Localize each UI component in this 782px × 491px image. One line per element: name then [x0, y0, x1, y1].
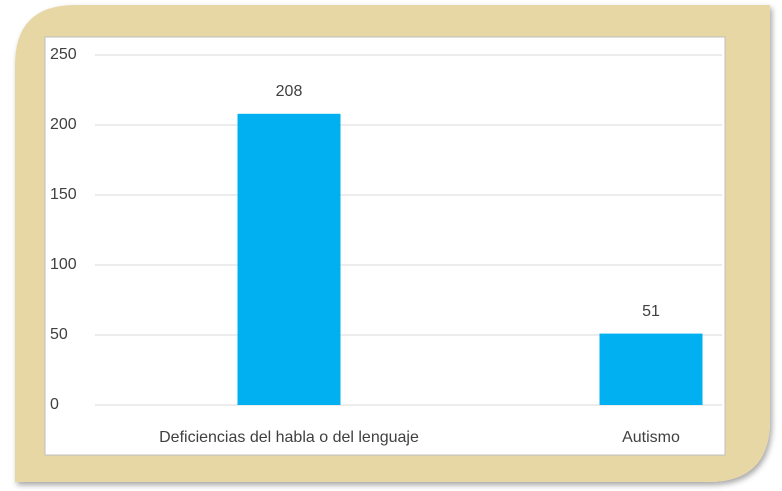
y-tick-label: 250 — [50, 46, 77, 63]
x-tick-label: Autismo — [622, 429, 680, 446]
y-tick-label: 100 — [50, 256, 77, 273]
y-tick-label: 0 — [50, 396, 59, 413]
data-label: 208 — [276, 83, 303, 100]
y-tick-label: 50 — [50, 326, 68, 343]
x-tick-label: Deficiencias del habla o del lenguaje — [159, 429, 419, 446]
bar — [599, 333, 703, 405]
y-tick-label: 150 — [50, 186, 77, 203]
bar — [237, 113, 341, 406]
data-label: 51 — [642, 303, 660, 320]
y-tick-label: 200 — [50, 116, 77, 133]
